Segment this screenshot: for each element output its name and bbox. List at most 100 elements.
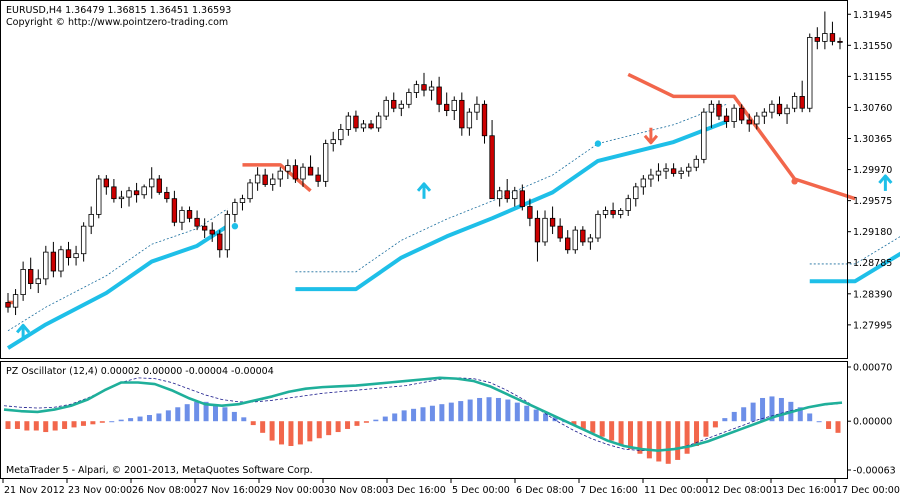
histogram-bar-negative (90, 421, 95, 424)
candle-body-bull (225, 214, 230, 249)
time-tick-label: 7 Dec 16:00 (580, 485, 638, 496)
histogram-bar-negative (656, 421, 661, 461)
signal-dot (791, 178, 797, 184)
candle-body-bear (558, 226, 563, 238)
histogram-bar-positive (222, 407, 227, 421)
candle-body-bull (770, 104, 775, 112)
candle-body-bull (694, 159, 699, 167)
histogram-bar-positive (741, 407, 746, 421)
histogram-bar-positive (213, 404, 218, 421)
histogram-bar-positive (402, 410, 407, 421)
histogram-bar-positive (383, 417, 388, 422)
candle-body-bull (127, 191, 132, 197)
candle-body-bear (800, 96, 805, 108)
broker-info-text: MetaTrader 5 - Alpari, © 2001-2013, Meta… (6, 465, 313, 476)
histogram-bar-negative (34, 421, 39, 430)
histogram-bar-positive (411, 409, 416, 421)
time-tick-label: 26 Nov 08:00 (132, 485, 196, 496)
candle-body-bear (112, 187, 117, 199)
signal-dot (232, 223, 238, 229)
histogram-bar-positive (156, 413, 161, 421)
histogram-bar-negative (326, 421, 331, 435)
histogram-bar-positive (392, 413, 397, 421)
histogram-bar-negative (15, 421, 20, 429)
histogram-bar-negative (251, 421, 256, 425)
price-tick-label: 1.30365 (853, 134, 892, 145)
time-tick-label: 23 Nov 00:00 (68, 485, 132, 496)
price-tick-label: 1.28390 (853, 289, 892, 300)
histogram-bar-positive (496, 398, 501, 421)
candle-body-bull (785, 108, 790, 114)
candle-body-bull (414, 85, 419, 93)
candle-body-bull (399, 104, 404, 108)
histogram-bar-negative (600, 421, 605, 436)
candle (807, 34, 812, 113)
candle-body-bull (467, 112, 472, 128)
histogram-bar-negative (288, 421, 293, 446)
histogram-bar-positive (524, 406, 529, 421)
histogram-bar-positive (175, 407, 180, 421)
histogram-bar-negative (298, 421, 303, 444)
histogram-bar-negative (43, 421, 48, 432)
candle-body-bull (339, 129, 344, 139)
histogram-bar-negative (260, 421, 265, 433)
histogram-bar-negative (354, 421, 359, 426)
candle-body-bull (233, 203, 238, 215)
osc-tick-label: 0.00070 (853, 363, 892, 374)
candle-body-bull (74, 254, 79, 258)
candle-body-bull (823, 34, 828, 42)
histogram-bar-positive (373, 420, 378, 422)
candle-body-bull (346, 116, 351, 129)
candle-body-bear (195, 218, 200, 226)
time-tick-label: 6 Dec 08:00 (516, 485, 574, 496)
candle-body-bear (316, 175, 321, 181)
candle-body-bull (475, 104, 480, 112)
histogram-bar-negative (619, 421, 624, 444)
candle-body-bear (565, 238, 570, 250)
time-tick-label: 11 Dec 00:00 (644, 485, 708, 496)
candle-body-bull (149, 179, 154, 187)
candle-body-bull (573, 230, 578, 250)
candle-body-bear (172, 199, 177, 223)
histogram-bar-negative (307, 421, 312, 441)
candle (596, 210, 601, 241)
candle (323, 140, 328, 187)
histogram-bar-negative (6, 421, 11, 429)
histogram-bar-positive (477, 398, 482, 421)
histogram-bar-negative (317, 421, 322, 438)
candle-body-bull (497, 191, 502, 199)
histogram-bar-negative (336, 421, 341, 432)
candle-body-bull (331, 140, 336, 144)
histogram-bar-positive (779, 398, 784, 421)
candle-body-bear (391, 100, 396, 108)
histogram-bar-negative (62, 421, 67, 429)
candle-body-bull (376, 116, 381, 128)
price-tick-label: 1.29180 (853, 227, 892, 238)
candle-body-bull (384, 100, 389, 116)
candle-body-bull (240, 199, 245, 203)
histogram-bar-negative (53, 421, 58, 430)
candle-body-bull (649, 175, 654, 179)
time-tick-label: 17 Dec 00:00 (836, 485, 900, 496)
candle-body-bull (664, 169, 669, 171)
histogram-bar-positive (166, 410, 171, 421)
candle-body-bear (724, 116, 729, 122)
candle-body-bear (815, 37, 820, 41)
time-tick-label: 3 Dec 16:00 (388, 485, 446, 496)
candle-body-bear (830, 34, 835, 42)
histogram-bar-negative (713, 421, 718, 427)
candle-body-bull (596, 214, 601, 238)
candle-body-bear (437, 87, 442, 104)
candle-body-bear (505, 191, 510, 199)
candle-body-bull (81, 226, 86, 254)
candle-body-bull (36, 279, 41, 284)
candle-body-bear (444, 104, 449, 110)
histogram-bar-positive (732, 412, 737, 421)
histogram-bar-positive (760, 398, 765, 421)
histogram-bar-positive (468, 400, 473, 422)
candle-body-bear (210, 230, 215, 234)
histogram-bar-negative (675, 421, 680, 460)
candle (248, 179, 253, 203)
